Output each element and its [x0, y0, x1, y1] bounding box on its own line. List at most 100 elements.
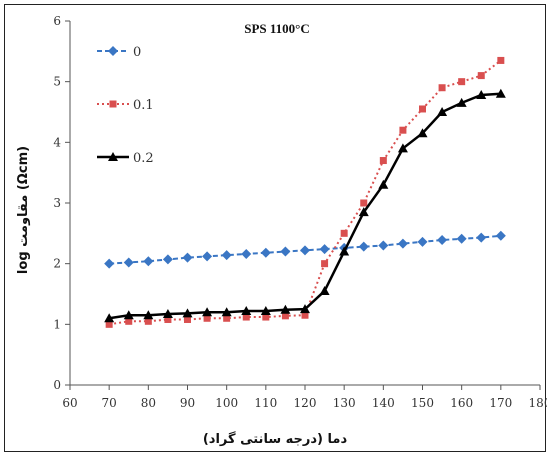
- data-point-triangle: [437, 107, 448, 116]
- data-point-diamond: [108, 46, 118, 56]
- data-point-square: [109, 100, 117, 108]
- data-point-triangle: [104, 313, 115, 323]
- data-point-triangle: [221, 307, 232, 317]
- data-point-triangle: [123, 310, 134, 320]
- data-point-diamond: [417, 236, 428, 247]
- y-tick-label: 5: [53, 75, 61, 89]
- data-point-square: [360, 199, 368, 207]
- data-point-diamond: [456, 233, 467, 244]
- data-point-square: [125, 317, 133, 325]
- data-point-diamond: [162, 254, 173, 265]
- data-point-triangle: [108, 152, 118, 161]
- y-tick-label: 1: [53, 317, 61, 331]
- data-point-triangle: [495, 88, 506, 98]
- y-tick-label: 0: [53, 378, 61, 392]
- data-point-square: [340, 229, 348, 237]
- series-0: [104, 230, 506, 269]
- data-point-diamond: [202, 251, 213, 262]
- data-point-diamond: [221, 250, 232, 261]
- x-tick-label: 110: [254, 396, 277, 410]
- data-point-square: [184, 315, 191, 323]
- data-point-square: [458, 78, 466, 86]
- data-point-diamond: [280, 246, 291, 257]
- x-tick-label: 150: [411, 396, 434, 410]
- series-layer: [104, 56, 506, 328]
- data-point-triangle: [241, 305, 252, 315]
- data-point-square: [321, 260, 329, 268]
- data-point-triangle: [143, 310, 154, 320]
- legend-label: 0: [133, 45, 141, 60]
- axes: 0 1 2 3 4 5 6 60 70 80 90 100 110 120 130 140 150 160 170 1…: [53, 14, 547, 410]
- data-point-triangle: [476, 90, 487, 100]
- data-point-diamond: [182, 252, 193, 263]
- data-point-triangle: [280, 304, 291, 314]
- data-point-triangle: [339, 246, 350, 256]
- y-tick-label: 3: [53, 196, 61, 210]
- y-tick-label: 2: [53, 257, 61, 271]
- y-tick-label: 4: [53, 135, 61, 149]
- data-point-square: [281, 312, 289, 320]
- data-point-diamond: [104, 258, 115, 269]
- data-point-square: [438, 84, 446, 92]
- x-tick-label: 170: [489, 396, 512, 410]
- x-tick-label: 80: [141, 396, 156, 410]
- series-line: [108, 92, 501, 320]
- data-point-triangle: [397, 143, 408, 153]
- data-point-diamond: [260, 247, 271, 258]
- legend-label: 0.2: [133, 151, 154, 166]
- data-point-square: [301, 311, 309, 319]
- data-point-square: [105, 320, 113, 328]
- data-point-square: [203, 314, 211, 322]
- data-point-triangle: [319, 285, 330, 295]
- y-tick-label: 6: [53, 14, 61, 28]
- series-line: [109, 59, 502, 326]
- x-tick-label: 70: [102, 396, 117, 410]
- x-tick-label: 120: [294, 396, 317, 410]
- data-point-square: [262, 313, 270, 321]
- x-axis-label: دما (درجه سانتی گراد): [203, 431, 348, 447]
- x-tick-label: 130: [333, 396, 356, 410]
- data-point-triangle: [456, 97, 467, 107]
- data-point-triangle: [378, 179, 389, 189]
- data-point-square: [399, 126, 407, 134]
- data-point-diamond: [437, 235, 448, 246]
- data-point-triangle: [182, 308, 193, 318]
- data-point-diamond: [241, 248, 252, 259]
- data-point-square: [497, 56, 505, 64]
- data-point-triangle: [260, 305, 271, 315]
- data-point-diamond: [476, 232, 487, 243]
- x-tick-label: 160: [450, 396, 473, 410]
- y-axis-label: log مقاومت (Ωcm): [16, 146, 31, 274]
- data-point-diamond: [378, 240, 389, 251]
- chart-frame: 0 1 2 3 4 5 6 60 70 80 90 100 110 120 130 140 150 160 170 1…: [4, 4, 547, 452]
- data-point-triangle: [358, 207, 369, 217]
- x-tick-label: 100: [215, 396, 238, 410]
- data-point-triangle: [417, 128, 428, 138]
- line-chart: 0 1 2 3 4 5 6 60 70 80 90 100 110 120 130 140 150 160 170 1…: [16, 14, 547, 447]
- series-1: [105, 56, 505, 328]
- x-tick-label: 90: [180, 396, 195, 410]
- x-tick-label: 60: [62, 396, 77, 410]
- data-point-diamond: [143, 256, 154, 267]
- data-point-diamond: [495, 230, 506, 241]
- data-point-diamond: [358, 241, 369, 252]
- chart-title: SPS 1100°C: [244, 21, 310, 36]
- legend: 0 0.1 0.2: [97, 45, 154, 166]
- data-point-square: [477, 72, 485, 80]
- data-point-diamond: [300, 245, 310, 256]
- data-point-diamond: [397, 238, 408, 249]
- x-tick-label: 180: [529, 396, 547, 410]
- data-point-triangle: [300, 304, 310, 314]
- data-point-diamond: [123, 257, 134, 268]
- data-point-square: [164, 315, 172, 323]
- data-point-triangle: [202, 307, 213, 317]
- data-point-square: [379, 157, 387, 165]
- data-point-square: [419, 105, 426, 113]
- data-point-triangle: [162, 309, 173, 319]
- series-2: [104, 88, 506, 323]
- x-tick-label: 140: [372, 396, 395, 410]
- data-point-diamond: [319, 244, 330, 255]
- data-point-square: [242, 313, 250, 321]
- legend-label: 0.1: [133, 98, 154, 113]
- data-point-square: [223, 314, 231, 322]
